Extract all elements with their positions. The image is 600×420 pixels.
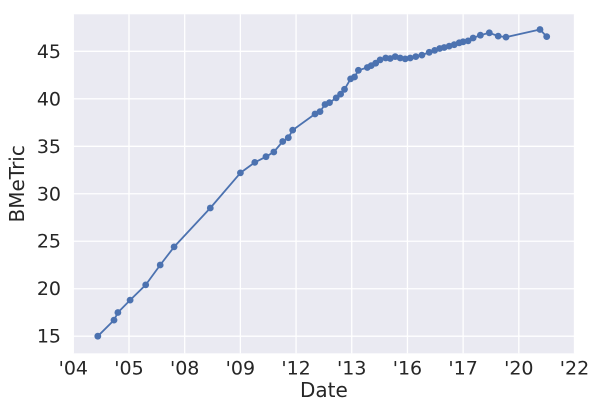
- data-point: [477, 31, 484, 39]
- data-point: [316, 108, 324, 115]
- data-point: [142, 281, 150, 289]
- x-tick-label: '17: [448, 358, 477, 380]
- data-point: [270, 148, 278, 156]
- data-point: [341, 85, 348, 93]
- data-point: [251, 159, 259, 166]
- data-point: [351, 73, 358, 81]
- data-point: [543, 33, 551, 40]
- data-point: [502, 33, 510, 41]
- x-tick-label: '12: [281, 358, 310, 380]
- data-point: [536, 26, 544, 33]
- data-point: [206, 204, 214, 212]
- y-tick-label: 15: [37, 326, 61, 348]
- data-point: [355, 66, 362, 74]
- data-point: [110, 316, 118, 324]
- data-point: [464, 37, 472, 45]
- data-point: [332, 94, 340, 102]
- x-tick-label: '04: [59, 358, 88, 380]
- x-tick-label: '08: [170, 358, 199, 380]
- x-tick-label: '05: [114, 358, 143, 380]
- data-point: [237, 169, 244, 177]
- data-point: [425, 48, 433, 56]
- x-tick-label: '16: [393, 358, 422, 380]
- data-point: [406, 54, 414, 62]
- y-tick-label: 40: [37, 88, 61, 110]
- x-tick-label: '20: [504, 358, 533, 380]
- y-tick-label: 30: [37, 183, 61, 205]
- x-tick-label: '22: [560, 358, 589, 380]
- data-point: [170, 243, 178, 251]
- data-point: [156, 261, 164, 269]
- y-tick-label: 25: [37, 231, 61, 253]
- data-point: [262, 153, 270, 161]
- data-point: [412, 53, 420, 60]
- data-point: [469, 34, 477, 42]
- data-point: [114, 309, 122, 316]
- x-axis-label: Date: [300, 378, 348, 402]
- y-tick-label: 20: [37, 278, 61, 300]
- plot-area: [73, 14, 575, 354]
- data-point: [279, 138, 287, 145]
- y-tick-label: 35: [37, 136, 61, 158]
- data-point: [494, 32, 502, 40]
- x-tick-label: '13: [337, 358, 366, 380]
- data-point: [418, 51, 426, 59]
- data-point: [485, 29, 493, 37]
- data-point: [289, 126, 297, 134]
- data-point: [284, 134, 292, 142]
- data-point: [376, 56, 384, 64]
- data-point: [94, 332, 102, 340]
- data-point: [126, 296, 134, 304]
- y-tick-label: 45: [37, 41, 61, 63]
- x-tick-label: '09: [226, 358, 255, 380]
- data-point: [337, 90, 344, 98]
- y-axis-label: BMeTric: [5, 145, 29, 222]
- data-point: [326, 99, 333, 106]
